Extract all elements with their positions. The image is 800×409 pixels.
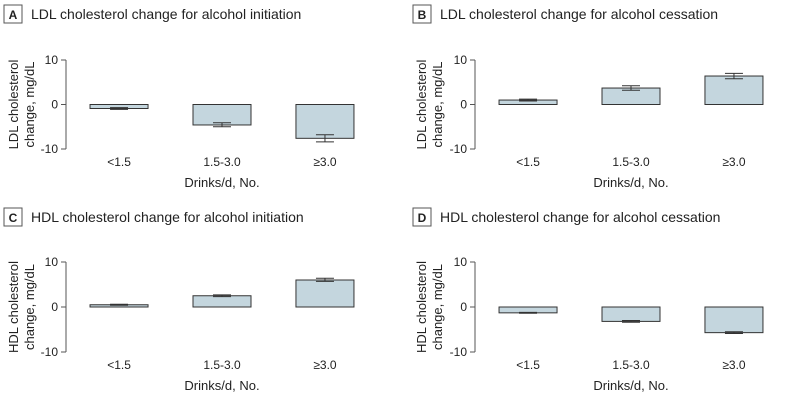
y-tick-label: -10 xyxy=(450,142,468,156)
x-category-label: <1.5 xyxy=(516,358,540,372)
panel-badge-letter: A xyxy=(9,8,18,22)
bar-2 xyxy=(192,104,252,126)
y-axis-label: HDL cholesterol xyxy=(414,261,429,353)
panel-c: C HDL cholesterol change for alcohol init… xyxy=(3,207,355,393)
panel-badge-letter: B xyxy=(418,8,427,22)
error-bar-1 xyxy=(110,107,129,110)
y-tick-label: 10 xyxy=(454,53,468,67)
panel-badge-letter: D xyxy=(418,211,427,225)
x-category-label: ≥3.0 xyxy=(313,358,337,372)
x-category-label: <1.5 xyxy=(107,358,131,372)
panel-b: B LDL cholesterol change for alcohol cess… xyxy=(412,4,764,190)
x-category-label: 1.5-3.0 xyxy=(203,358,241,372)
y-tick-label: 10 xyxy=(45,53,59,67)
error-bar-3 xyxy=(724,331,743,335)
panel-badge-box xyxy=(3,207,23,227)
y-tick-label: 10 xyxy=(45,255,59,269)
chart-title: LDL cholesterol change for alcohol initi… xyxy=(31,6,301,22)
x-axis-label: Drinks/d, No. xyxy=(593,175,668,190)
y-axis-label: change, mg/dL xyxy=(22,264,37,350)
error-bar-2 xyxy=(213,122,231,128)
panel-badge: C xyxy=(3,207,23,227)
bar-3 xyxy=(704,75,764,105)
panel-a: A LDL cholesterol change for alcohol init… xyxy=(3,4,355,190)
panel-badge-box xyxy=(412,4,432,24)
y-axis-label: HDL cholesterol xyxy=(6,261,21,353)
x-category-label: 1.5-3.0 xyxy=(612,155,650,169)
y-axis-label: change, mg/dL xyxy=(430,61,445,147)
x-category-label: ≥3.0 xyxy=(722,358,746,372)
chart-title: LDL cholesterol change for alcohol cessa… xyxy=(440,6,718,22)
x-category-label: ≥3.0 xyxy=(722,155,746,169)
y-axis-label: change, mg/dL xyxy=(430,264,445,350)
y-tick-label: -10 xyxy=(450,345,468,359)
y-tick-label: -10 xyxy=(41,345,59,359)
error-bar-1 xyxy=(519,98,538,102)
x-category-label: 1.5-3.0 xyxy=(203,155,241,169)
error-bar-2 xyxy=(622,85,640,91)
panel-badge: D xyxy=(412,207,432,227)
panel-badge: A xyxy=(3,4,23,24)
panel-badge-box xyxy=(412,207,432,227)
bar-2 xyxy=(601,306,661,322)
bar-3 xyxy=(295,104,355,139)
y-axis-label: LDL cholesterol xyxy=(414,59,429,149)
y-tick-label: 0 xyxy=(460,98,467,112)
bar-3 xyxy=(704,306,764,334)
chart-title: HDL cholesterol change for alcohol initi… xyxy=(31,209,304,225)
panel-badge: B xyxy=(412,4,432,24)
x-category-label: ≥3.0 xyxy=(313,155,337,169)
y-tick-label: 0 xyxy=(460,300,467,314)
panel-badge-box xyxy=(3,4,23,24)
bar-3 xyxy=(295,279,355,308)
y-tick-label: 10 xyxy=(454,255,468,269)
y-axis-label: change, mg/dL xyxy=(22,61,37,147)
error-bar-3 xyxy=(315,134,334,143)
x-axis-label: Drinks/d, No. xyxy=(184,175,259,190)
error-bar-3 xyxy=(724,72,743,80)
x-axis-label: Drinks/d, No. xyxy=(593,378,668,393)
y-tick-label: 0 xyxy=(51,98,58,112)
error-bar-2 xyxy=(622,320,640,323)
x-category-label: <1.5 xyxy=(107,155,131,169)
chart-title: HDL cholesterol change for alcohol cessa… xyxy=(440,209,720,225)
error-bar-3 xyxy=(315,277,334,282)
x-category-label: <1.5 xyxy=(516,155,540,169)
bar-2 xyxy=(192,295,252,308)
panel-badge-letter: C xyxy=(9,211,18,225)
y-axis-label: LDL cholesterol xyxy=(6,59,21,149)
panel-d: D HDL cholesterol change for alcohol cess… xyxy=(412,207,764,393)
x-axis-label: Drinks/d, No. xyxy=(184,378,259,393)
y-tick-label: 0 xyxy=(51,300,58,314)
y-tick-label: -10 xyxy=(41,142,59,156)
error-bar-2 xyxy=(213,294,231,298)
x-category-label: 1.5-3.0 xyxy=(612,358,650,372)
error-bar-1 xyxy=(110,303,129,306)
error-bar-1 xyxy=(519,311,538,314)
